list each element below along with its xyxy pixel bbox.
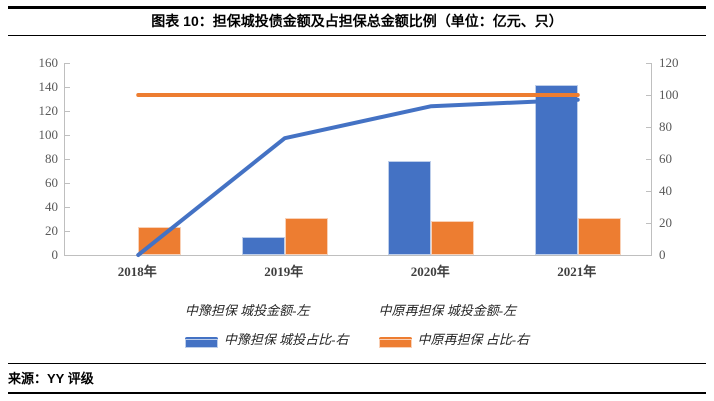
right_axis-tick-label: 40 — [659, 183, 672, 198]
figure-title: 图表 10：担保城投债金额及占担保总金额比例（单位：亿元、只） — [151, 13, 563, 29]
x-axis-label: 2021年 — [557, 264, 597, 279]
legend-swatch-line — [378, 336, 412, 341]
left_axis-tick-mark — [65, 158, 70, 160]
right_axis-tick-label: 100 — [659, 87, 679, 102]
right_axis-tick-label: 0 — [659, 247, 666, 262]
left_axis-tick-mark — [65, 230, 70, 232]
left_axis-tick-label: 20 — [45, 223, 58, 238]
right_axis-tick-mark — [646, 158, 651, 160]
legend-item: 中豫担保 城投金额-左 — [184, 300, 349, 348]
right_axis-tick-label: 20 — [659, 215, 672, 230]
bar-中豫担保 城投金额-左 — [534, 84, 578, 255]
legend-item: 中原再担保 占比-右 — [378, 329, 530, 348]
title-underline — [8, 35, 706, 36]
left_axis-tick-mark — [65, 206, 70, 208]
left_axis-tick-label: 40 — [45, 199, 58, 214]
source-divider — [8, 363, 706, 364]
legend-label: 中豫担保 城投占比-右 — [223, 332, 349, 347]
right_axis-tick-mark — [646, 62, 651, 64]
bar-中原再担保 城投金额-左 — [577, 217, 621, 255]
bottom-rule — [8, 392, 706, 394]
legend-swatch-line — [184, 336, 218, 341]
legend-label: 中原再担保 城投金额-左 — [378, 303, 517, 318]
legend: 中豫担保 城投金额-左 中原再担保 城投金额-左中豫担保 城投占比-右 中原再担保 … — [0, 300, 714, 348]
left_axis-tick-label: 120 — [38, 103, 59, 118]
right_axis-tick-mark — [646, 94, 651, 96]
bar-中原再担保 城投金额-左 — [284, 217, 328, 255]
left_axis-tick-mark — [65, 86, 70, 88]
x-axis-labels: 2018年 2019年 2020年 2021年 — [64, 261, 650, 279]
left_axis-tick-label: 0 — [51, 247, 59, 262]
left_axis-tick-label: 100 — [38, 127, 59, 142]
right-axis-labels: 120 100 80 60 40 20 0 — [659, 55, 701, 262]
legend-label: 中原再担保 占比-右 — [417, 332, 530, 347]
bar-中豫担保 城投金额-左 — [388, 161, 432, 255]
legend-label: 中豫担保 城投金额-左 — [184, 303, 310, 318]
left_axis-tick-mark — [65, 62, 70, 64]
left_axis-tick-label: 80 — [45, 151, 58, 166]
left_axis-tick-mark — [65, 134, 70, 136]
legend-item: 中原再担保 城投金额-左 — [378, 300, 530, 348]
x-axis-label: 2018年 — [117, 264, 157, 279]
left_axis-tick-label: 160 — [38, 55, 59, 70]
right_axis-tick-label: 60 — [659, 151, 672, 166]
top-rule — [8, 6, 706, 9]
right_axis-tick-label: 120 — [659, 55, 679, 70]
line-series-layer — [136, 93, 580, 257]
source-note: 来源：YY 评级 — [8, 371, 94, 386]
left_axis-tick-mark — [65, 182, 70, 184]
left-axis-labels: 160 140 120 100 80 60 40 20 0 — [18, 55, 59, 262]
legend-swatch-bar — [184, 339, 218, 348]
left_axis-tick-label: 60 — [45, 175, 58, 190]
right_axis-tick-mark — [646, 254, 651, 256]
legend-item: 中豫担保 城投占比-右 — [184, 329, 349, 348]
bar-中豫担保 城投金额-左 — [241, 237, 285, 255]
legend-swatch-bar — [378, 339, 412, 348]
right_axis-tick-mark — [646, 222, 651, 224]
x-axis-label: 2019年 — [264, 264, 304, 279]
right_axis-tick-mark — [646, 190, 651, 192]
line-中豫担保 城投占比-右 — [136, 97, 580, 257]
right_axis-tick-label: 80 — [659, 119, 672, 134]
left_axis-tick-mark — [65, 110, 70, 112]
plot-area — [64, 62, 652, 257]
left_axis-tick-mark — [65, 254, 70, 256]
x-axis-label: 2020年 — [410, 264, 450, 279]
right_axis-tick-mark — [646, 126, 651, 128]
bar-中原再担保 城投金额-左 — [431, 221, 475, 255]
left_axis-tick-label: 140 — [38, 79, 59, 94]
